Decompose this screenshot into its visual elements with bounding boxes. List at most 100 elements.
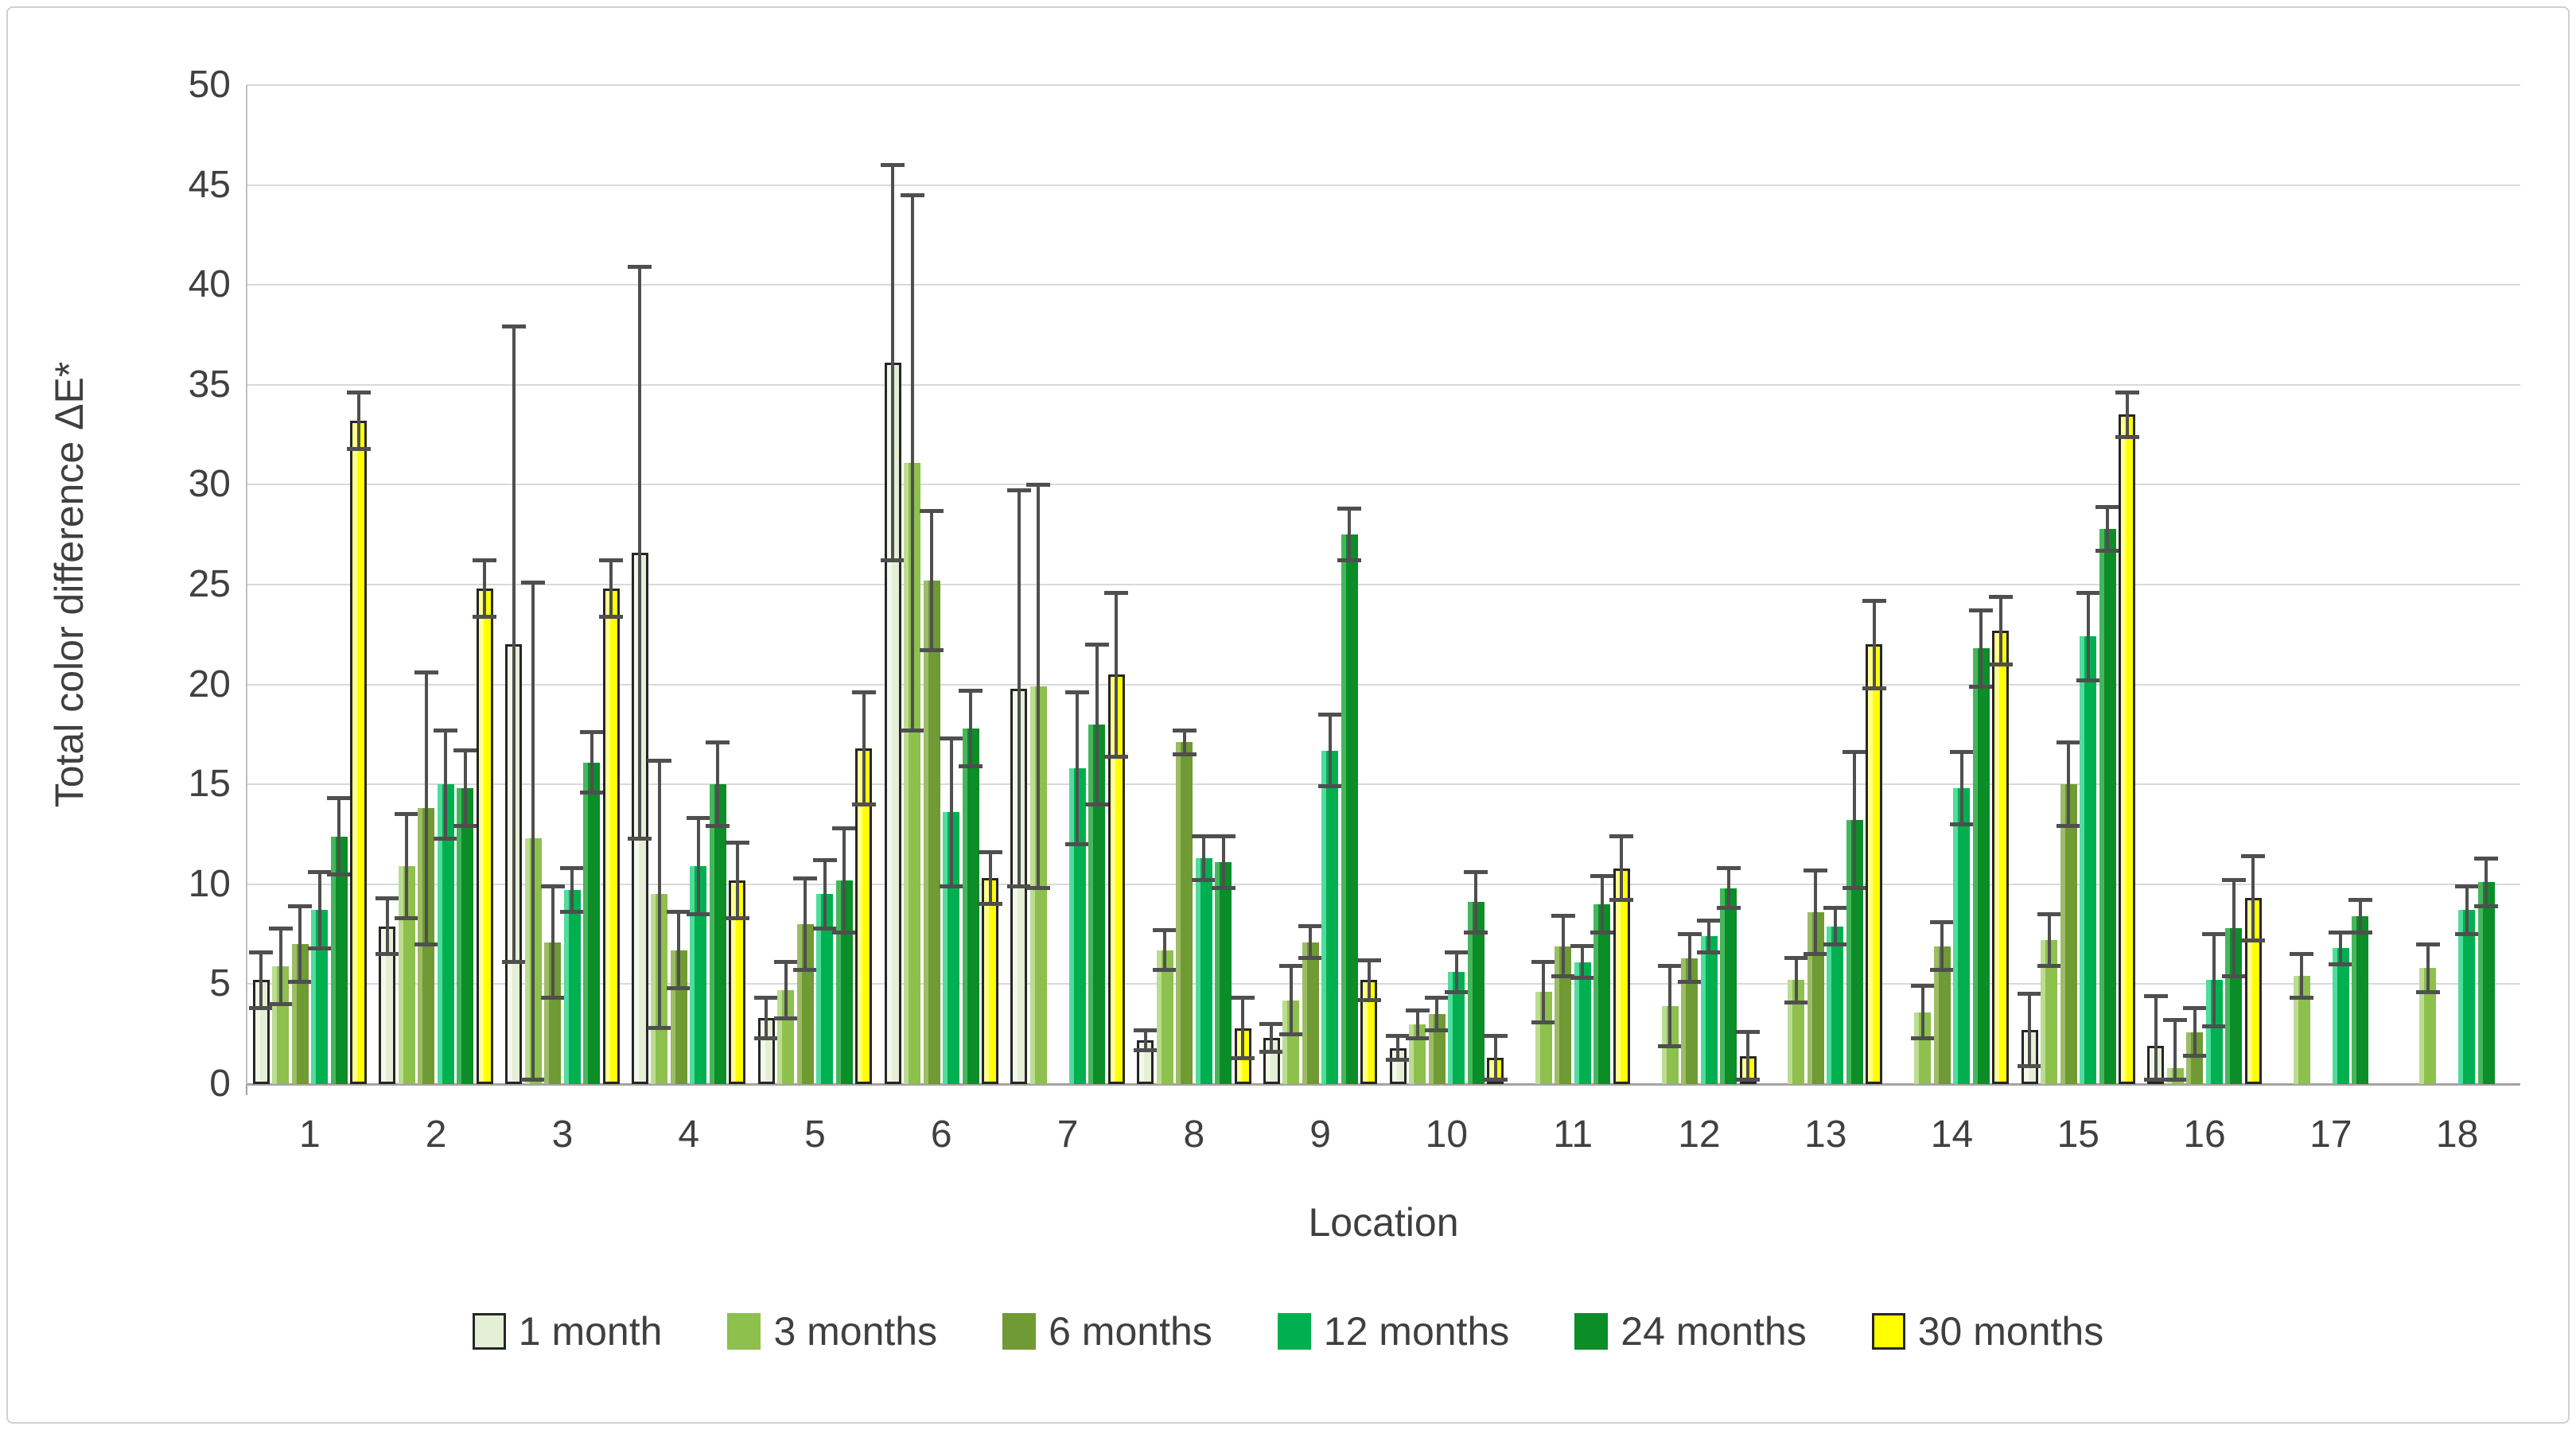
error-bar-line (1600, 876, 1604, 933)
error-bar-cap-bottom (1823, 942, 1847, 946)
error-bar-cap-top (434, 728, 458, 732)
bar-loc7-24-months (1088, 724, 1106, 1084)
error-bar-line (298, 905, 302, 983)
error-bar-cap-bottom (2143, 1077, 2168, 1082)
bar-loc16-12-months (2205, 980, 2223, 1084)
bar-loc14-3-months (1914, 1012, 1932, 1084)
error-bar-cap-top (1736, 1030, 1761, 1035)
error-bar-loc6-12-months (939, 736, 963, 888)
error-bar-loc1-3-months (268, 926, 293, 1007)
error-bar-cap-bottom (1910, 1036, 1935, 1040)
error-bar-cap-top (2474, 856, 2499, 861)
error-bar-cap-top (1862, 598, 1886, 603)
bar-loc6-30-months (982, 878, 998, 1084)
error-bar-line (1668, 966, 1672, 1047)
error-bar-line (1367, 959, 1371, 1001)
error-bar-cap-top (1337, 507, 1362, 511)
error-bar-cap-bottom (1006, 884, 1031, 888)
bar-loc1-24-months (330, 836, 348, 1084)
x-tick-label-14: 14 (1930, 1113, 1974, 1156)
error-bar-line (1853, 752, 1857, 889)
error-bar-loc8-1-month (1133, 1028, 1158, 1052)
error-bar-line (1726, 868, 1730, 909)
error-bar-loc1-30-months (346, 391, 371, 451)
error-bar-loc18-3-months (2415, 942, 2440, 994)
x-tick-label-13: 13 (1804, 1113, 1847, 1156)
error-bar-loc7-30-months (1104, 590, 1129, 759)
bar-loc13-12-months (1827, 926, 1844, 1084)
error-bar-cap-top (1843, 750, 1867, 755)
error-bar-cap-top (1278, 964, 1303, 969)
error-bar-cap-top (1988, 594, 2013, 599)
error-bar-loc13-12-months (1823, 906, 1847, 946)
error-bar-line (1182, 729, 1186, 756)
bar-loc4-6-months (670, 950, 687, 1084)
error-bar-cap-top (1298, 924, 1323, 929)
error-bar-loc3-3-months (521, 580, 546, 1082)
x-tick-label-18: 18 (2435, 1113, 2479, 1156)
error-bar-line (2358, 900, 2362, 933)
x-tick-label-4: 4 (678, 1113, 700, 1156)
legend-item-30-months: 30 months (1871, 1308, 2103, 1354)
error-bar-cap-bottom (288, 980, 313, 985)
error-bar-cap-bottom (793, 968, 818, 973)
error-bar-cap-bottom (1405, 1036, 1430, 1040)
error-bar-loc3-30-months (599, 558, 624, 619)
error-bar-loc13-24-months (1843, 750, 1867, 891)
error-bar-cap-bottom (1697, 950, 1722, 954)
error-bar-cap-bottom (1172, 752, 1197, 757)
bar-loc1-30-months (350, 421, 368, 1084)
error-bar-loc18-12-months (2454, 884, 2479, 937)
legend-label-24-months: 24 months (1621, 1309, 1807, 1354)
error-bar-loc12-24-months (1716, 866, 1741, 911)
error-bar-loc2-1-month (375, 896, 399, 957)
error-bar-cap-top (851, 690, 876, 695)
error-bar-cap-bottom (1278, 1032, 1303, 1036)
error-bar-loc14-30-months (1988, 594, 2013, 666)
error-bar-line (2251, 856, 2255, 941)
error-bar-cap-bottom (1590, 930, 1614, 935)
error-bar-cap-top (1084, 642, 1109, 647)
legend-swatch-12-months (1277, 1313, 1311, 1350)
bar-loc13-30-months (1866, 644, 1883, 1084)
bar-loc6-24-months (962, 728, 979, 1084)
y-tick-label-50: 50 (188, 64, 231, 106)
x-tick-label-3: 3 (551, 1113, 574, 1156)
error-bar-cap-top (881, 162, 905, 167)
error-bar-loc12-3-months (1658, 964, 1683, 1048)
error-bar-line (910, 194, 914, 731)
error-bar-cap-bottom (2454, 932, 2479, 937)
error-bar-cap-top (579, 730, 604, 735)
bar-loc14-24-months (1972, 648, 1990, 1084)
error-bar-cap-top (1192, 834, 1216, 838)
error-bar-loc10-6-months (1425, 996, 1449, 1032)
y-tick-label-20: 20 (188, 663, 231, 705)
error-bar-cap-top (754, 996, 779, 1001)
error-bar-line (590, 732, 593, 793)
error-bar-cap-bottom (434, 836, 458, 841)
error-bar-cap-bottom (1386, 1058, 1411, 1063)
error-bar-line (278, 927, 282, 1005)
error-bar-loc10-24-months (1464, 870, 1488, 935)
error-bar-loc15-1-month (2018, 992, 2041, 1068)
error-bar-cap-top (1551, 914, 1575, 919)
error-bar-cap-top (2057, 740, 2080, 744)
error-bar-line (804, 877, 807, 971)
error-bar-line (1620, 836, 1624, 901)
error-bar-cap-top (1172, 728, 1197, 732)
bar-loc16-6-months (2186, 1032, 2204, 1084)
error-bar-line (1707, 919, 1711, 953)
error-bar-loc13-6-months (1804, 868, 1828, 957)
bar-loc3-12-months (563, 890, 581, 1084)
error-bar-loc2-24-months (453, 748, 477, 829)
error-bar-cap-bottom (2348, 930, 2372, 935)
error-bar-line (512, 326, 516, 963)
error-bar-cap-top (395, 812, 419, 817)
bar-loc9-6-months (1302, 942, 1319, 1084)
error-bar-cap-top (453, 748, 477, 752)
error-bar-cap-bottom (453, 824, 477, 829)
error-bar-cap-top (900, 192, 924, 197)
error-bar-cap-bottom (812, 926, 837, 931)
bar-cluster-2 (373, 85, 500, 1084)
